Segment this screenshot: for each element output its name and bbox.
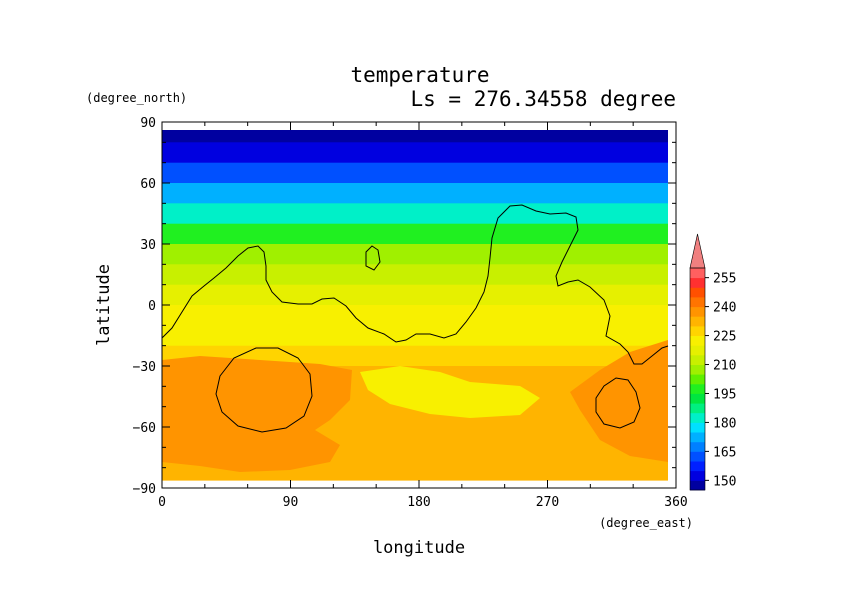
colorbar-swatch <box>690 306 705 317</box>
colorbar: 150 165 180 195 210 225 240 255 <box>689 233 736 491</box>
heatmap-band <box>162 345 668 367</box>
colorbar-label: 180 <box>713 416 736 431</box>
colorbar-swatch <box>690 345 705 356</box>
y-unit-label: (degree_north) <box>86 91 187 105</box>
colorbar-swatch <box>690 316 705 327</box>
colorbar-swatch <box>690 403 705 414</box>
cool-patch-south <box>360 366 540 418</box>
colorbar-swatch <box>690 297 705 308</box>
y-tick-label: −30 <box>133 360 156 375</box>
x-tick-label: 0 <box>158 495 166 510</box>
topography-contours <box>162 204 669 433</box>
colorbar-swatch <box>690 441 705 452</box>
heatmap-band <box>162 142 668 164</box>
colorbar-swatch <box>690 374 705 385</box>
colorbar-label: 195 <box>713 387 736 402</box>
heatmap-band <box>162 130 668 143</box>
y-tick-label: 60 <box>140 177 156 192</box>
x-tick-label: 360 <box>664 495 687 510</box>
colorbar-swatch <box>690 335 705 346</box>
contour-elysium <box>365 245 381 271</box>
x-tick-label: 180 <box>407 495 430 510</box>
warm-patch-southeast <box>570 340 668 462</box>
colorbar-swatch <box>690 422 705 433</box>
colorbar-swatch <box>690 470 705 481</box>
colorbar-swatch <box>690 268 705 279</box>
x-tick-label: 270 <box>536 495 559 510</box>
x-tick-label: 90 <box>283 495 299 510</box>
y-tick-label: −90 <box>133 482 156 497</box>
colorbar-swatch <box>690 277 705 288</box>
colorbar-swatch <box>690 287 705 298</box>
colorbar-swatch <box>690 393 705 404</box>
chart-title: temperature <box>350 63 489 87</box>
colorbar-swatch <box>690 451 705 462</box>
colorbar-swatch <box>690 480 705 491</box>
contour-argyre <box>595 377 641 429</box>
colorbar-label: 255 <box>713 272 736 287</box>
x-axis: 0 90 180 270 360 <box>158 122 688 510</box>
colorbar-swatch <box>690 412 705 423</box>
colorbar-label: 240 <box>713 301 736 316</box>
colorbar-extend-arrow <box>689 233 706 269</box>
y-tick-label: 30 <box>140 238 156 253</box>
heatmap-band <box>162 183 668 204</box>
heatmap-band <box>162 284 668 306</box>
heatmap-warm-patches <box>162 340 668 472</box>
colorbar-frame <box>689 267 706 491</box>
colorbar-swatch <box>690 383 705 394</box>
y-tick-label: 0 <box>148 299 156 314</box>
warm-patch-southwest <box>162 356 352 472</box>
colorbar-swatch <box>690 432 705 443</box>
x-axis-label: longitude <box>373 538 465 558</box>
heatmap-band <box>162 203 668 225</box>
contour-hellas <box>215 347 313 433</box>
y-tick-label: −60 <box>133 421 156 436</box>
colorbar-swatch <box>690 354 705 365</box>
colorbar-swatch <box>690 325 705 336</box>
chart-subtitle: Ls = 276.34558 degree <box>410 87 676 111</box>
heatmap-band <box>162 325 668 347</box>
colorbar-label: 150 <box>713 474 736 489</box>
y-axis: −90 −60 −30 0 30 60 90 <box>133 116 676 497</box>
heatmap-band <box>162 223 668 245</box>
colorbar-swatch <box>690 461 705 472</box>
colorbar-label: 225 <box>713 330 736 345</box>
heatmap-band <box>162 162 668 184</box>
colorbar-label: 210 <box>713 359 736 374</box>
y-tick-label: 90 <box>140 116 156 131</box>
heatmap-band <box>162 305 668 326</box>
heatmap-band <box>162 264 668 286</box>
contour-dichotomy <box>162 204 669 365</box>
colorbar-label: 165 <box>713 445 736 460</box>
heatmap-band <box>162 244 668 265</box>
heatmap-band <box>162 467 668 481</box>
y-axis-label: latitude <box>94 264 114 346</box>
colorbar-swatch <box>690 364 705 375</box>
x-unit-label: (degree_east) <box>599 516 693 530</box>
